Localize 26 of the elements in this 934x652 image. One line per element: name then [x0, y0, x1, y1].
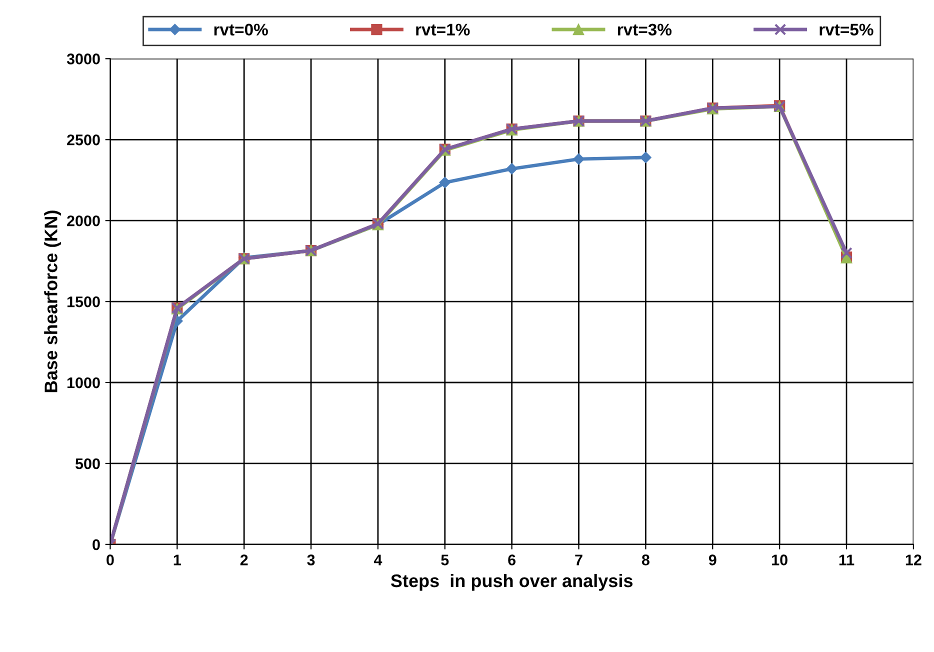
y-tick-label: 3000	[66, 54, 100, 64]
x-tick-label: 8	[642, 554, 650, 566]
x-tick-label: 0	[106, 554, 114, 566]
x-tick-label: 1	[174, 554, 181, 566]
x-tick-label: 2	[240, 554, 248, 566]
x-tick-label: 3	[307, 554, 315, 566]
y-tick-label: 1500	[67, 296, 100, 308]
y-tick-label: 0	[92, 539, 100, 550]
legend-label: rvt=5%	[820, 24, 874, 36]
x-tick-label: 5	[441, 554, 449, 566]
x-tick-label: 6	[508, 554, 516, 566]
x-tick-label: 7	[575, 554, 582, 566]
y-tick-label: 2000	[67, 215, 100, 226]
x-tick-label: 12	[906, 554, 922, 566]
legend-label: rvt=0%	[214, 24, 268, 36]
y-tick-label: 2500	[67, 134, 100, 146]
legend-label: rvt=3%	[618, 24, 672, 36]
x-tick-label: 10	[772, 554, 788, 566]
legend-label: rvt=1%	[416, 24, 470, 36]
y-axis-title: Base shearforce (KN)	[44, 210, 61, 392]
x-tick-label: 4	[374, 554, 382, 566]
x-tick-label: 11	[839, 554, 854, 566]
y-tick-label: 500	[75, 458, 100, 470]
y-tick-label: 1000	[67, 377, 100, 388]
x-axis-title: Steps in push over analysis	[390, 574, 633, 591]
x-tick-label: 9	[708, 554, 716, 566]
